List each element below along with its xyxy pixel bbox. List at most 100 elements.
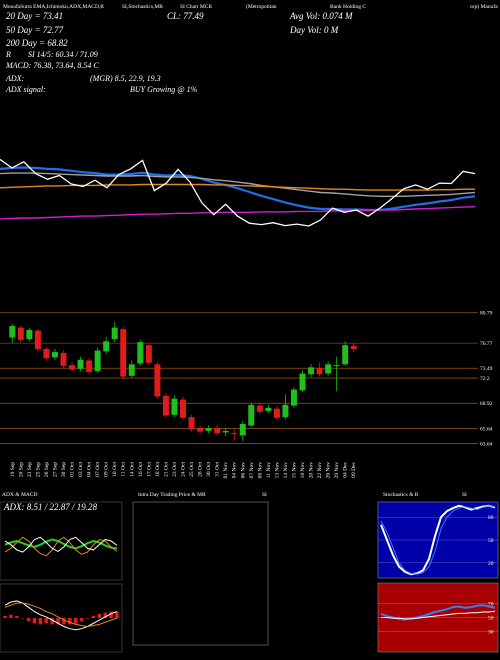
macd-bar xyxy=(115,611,119,618)
adx-readout: ADX: 8.51 / 22.87 / 19.28 xyxy=(3,502,97,512)
candle-body xyxy=(86,360,93,372)
x-tick-label: 08 Nov xyxy=(257,462,263,479)
x-tick-label: 19 Sep xyxy=(10,462,16,477)
candle-body xyxy=(197,428,204,432)
candle-body xyxy=(316,368,323,375)
stat: R xyxy=(5,50,11,59)
x-tick-label: 04 Oct xyxy=(87,462,93,477)
macd-bar xyxy=(79,618,84,622)
indicator-line xyxy=(4,538,118,550)
panel-title: Intra Day Trading Price & MR xyxy=(138,492,206,498)
x-tick-label: 18 Nov xyxy=(300,462,306,479)
x-tick-label: 03 Oct xyxy=(78,462,84,477)
candle-body xyxy=(137,342,144,364)
macd-bar xyxy=(103,612,107,618)
x-tick-label: 11 Nov xyxy=(266,462,272,478)
header-text: orp) Manufa xyxy=(470,3,498,10)
candle-body xyxy=(69,365,76,370)
x-tick-label: 25 Oct xyxy=(189,462,195,477)
x-tick-label: 14 Nov xyxy=(283,462,289,479)
candle-body xyxy=(205,428,212,431)
candle-body xyxy=(256,405,263,412)
x-tick-label: 26 Nov xyxy=(326,462,332,479)
candle-body xyxy=(214,427,221,434)
candle-body xyxy=(60,352,67,366)
x-tick-label: 20 Sep xyxy=(18,462,24,477)
candle-body xyxy=(342,345,349,365)
stat: ADX: xyxy=(5,74,25,83)
stat: Day Vol: 0 M xyxy=(289,25,339,35)
macd-bar xyxy=(32,618,37,624)
panel-title: ADX & MACD xyxy=(2,492,37,498)
x-tick-label: 24 Oct xyxy=(181,462,187,477)
y-tick-label: 70 xyxy=(488,602,494,608)
candle-body xyxy=(273,408,280,418)
indicator-line xyxy=(4,600,118,631)
y-tick-label: 73.49 xyxy=(480,366,493,372)
indicator-line xyxy=(4,536,118,557)
x-tick-label: 30 Oct xyxy=(206,462,212,477)
x-tick-label: 26 Sep xyxy=(44,462,50,477)
candle-body xyxy=(325,364,332,374)
x-tick-label: 15 Nov xyxy=(291,462,297,479)
macd-bar xyxy=(56,618,60,625)
candle-body xyxy=(77,359,84,369)
stat: Avg Vol: 0.074 M xyxy=(289,11,353,21)
x-tick-label: 29 Nov xyxy=(334,462,340,479)
candle-body xyxy=(171,398,178,415)
y-tick-label: 80 xyxy=(488,515,494,521)
candle-body xyxy=(299,373,306,391)
y-tick-label: 65.64 xyxy=(480,426,493,432)
indicator-line xyxy=(381,610,496,620)
macd-bar xyxy=(109,611,113,618)
x-tick-label: 01 Oct xyxy=(70,462,76,477)
indicator-line xyxy=(380,604,496,621)
x-tick-label: 09 Oct xyxy=(104,462,110,477)
x-tick-label: 21 Oct xyxy=(163,462,169,477)
candle-body xyxy=(103,341,110,352)
stat: CL: 77.49 xyxy=(167,11,204,21)
macd-bar xyxy=(50,618,54,625)
x-tick-label: 01 Nov xyxy=(223,462,229,479)
macd-bar xyxy=(38,618,43,625)
x-tick-label: 10 Oct xyxy=(112,462,118,477)
x-tick-label: 07 Oct xyxy=(95,462,101,477)
candle-body xyxy=(180,399,186,418)
candle-body xyxy=(248,404,255,426)
x-tick-label: 13 Nov xyxy=(274,462,280,479)
indicator-line xyxy=(4,602,118,628)
y-tick-label: 63.64 xyxy=(480,442,493,448)
x-tick-label: 04 Nov xyxy=(232,462,238,479)
candle-body xyxy=(282,404,289,418)
y-tick-label: 72.2 xyxy=(480,376,490,382)
header-text: Bank Holding C xyxy=(330,4,366,10)
candle-body xyxy=(308,367,315,375)
stat: 20 Day = 73.41 xyxy=(6,11,63,21)
candle-body xyxy=(162,395,169,416)
ema-line xyxy=(0,206,476,220)
macd-bar xyxy=(68,618,72,625)
y-tick-label: 76.77 xyxy=(480,341,493,347)
candle-body xyxy=(188,417,195,430)
macd-bar xyxy=(9,614,13,618)
macd-bar xyxy=(73,618,78,624)
stat: 200 Day = 68.82 xyxy=(6,38,68,48)
panel-title: SI xyxy=(462,492,467,498)
x-tick-label: 28 Oct xyxy=(198,462,204,477)
candle-body xyxy=(265,407,272,411)
candle-body xyxy=(9,326,16,338)
stat: 50 Day = 72.77 xyxy=(6,25,64,35)
stat: BUY Growing @ 1% xyxy=(130,85,198,94)
y-tick-label: 50 xyxy=(488,616,494,622)
x-tick-label: 06 Nov xyxy=(240,462,246,479)
x-tick-label: 23 Oct xyxy=(172,462,178,477)
panel-background xyxy=(377,582,499,653)
y-tick-label: 30 xyxy=(488,629,494,635)
x-tick-label: 14 Oct xyxy=(129,462,135,477)
candle-body xyxy=(94,350,101,372)
ema-line xyxy=(0,166,476,212)
x-tick-label: 09 Dec xyxy=(351,461,357,477)
candle-body xyxy=(111,327,118,340)
candle-body xyxy=(51,352,58,358)
header-text: SI Chart MCR xyxy=(180,4,212,10)
